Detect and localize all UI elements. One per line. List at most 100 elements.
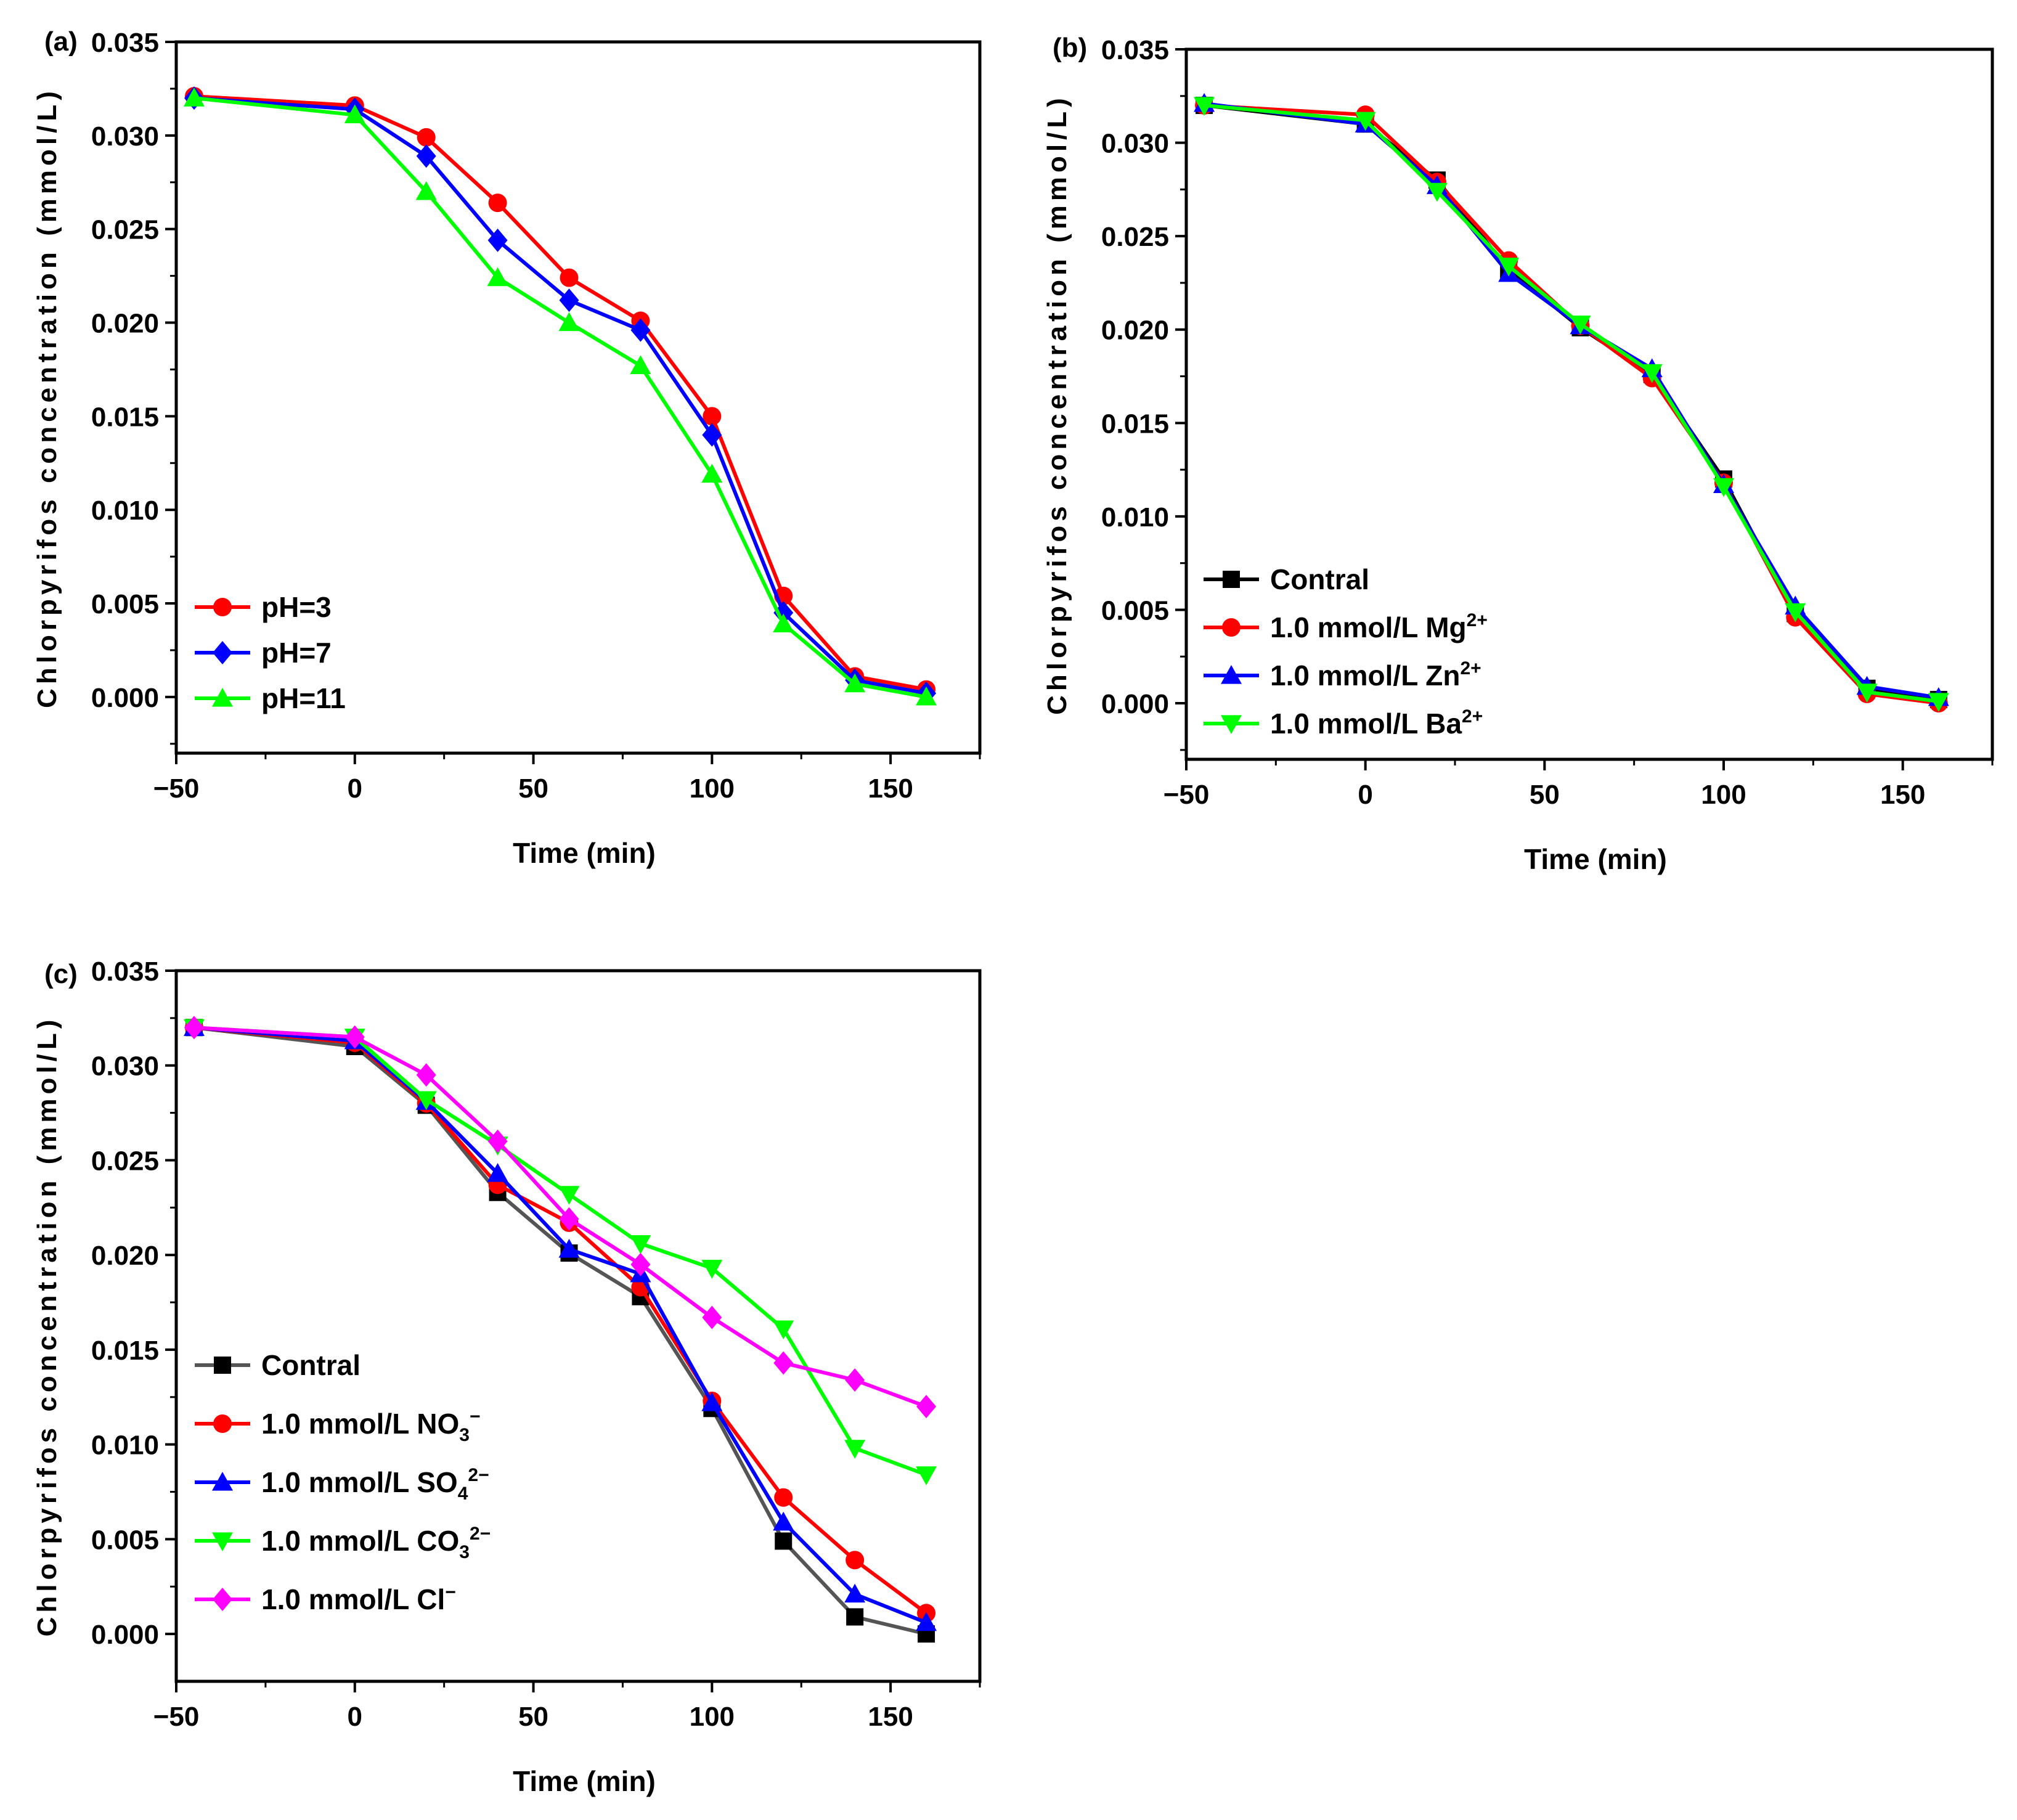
legend-label: 1.0 mmol/L NO3− [261, 1406, 480, 1445]
data-point [630, 1252, 651, 1276]
series-line [194, 96, 927, 695]
data-point [774, 1488, 793, 1507]
legend-marker [213, 1588, 232, 1611]
y-tick-label: 0.030 [1101, 129, 1169, 159]
data-point [1194, 97, 1215, 116]
series-line [1204, 103, 1939, 703]
data-point [773, 601, 794, 625]
data-point [1713, 478, 1734, 497]
x-tick-label: −50 [153, 1702, 200, 1732]
y-tick-label: 0.025 [91, 1146, 159, 1176]
y-tick-label: 0.015 [1101, 409, 1169, 439]
x-tick-label: −50 [153, 773, 200, 804]
legend-label: 1.0 mmol/L Zn2+ [1270, 658, 1481, 692]
x-tick-label: 0 [348, 1702, 362, 1732]
series-line [194, 94, 927, 692]
legend-marker [1221, 665, 1242, 684]
data-point [703, 407, 722, 426]
data-point [559, 1207, 579, 1231]
legend-marker [213, 641, 232, 664]
y-tick-label: 0.020 [91, 1241, 159, 1271]
legend-marker [213, 1414, 232, 1433]
legend-label: pH=3 [261, 591, 332, 623]
legend-label: pH=7 [261, 637, 332, 669]
x-axis-title: Time (min) [1524, 843, 1667, 875]
series-4 [1194, 97, 1949, 712]
data-point [487, 228, 508, 252]
y-tick-label: 0.010 [91, 1430, 159, 1461]
data-point [844, 1583, 866, 1603]
legend: pH=3 pH=7 pH=11 [195, 591, 346, 714]
plot-frame [174, 40, 982, 755]
y-axis-title: Chlorpyrifos concentration (mmol/L) [32, 1016, 62, 1637]
x-tick-label: 0 [1358, 780, 1372, 810]
y-tick-label: 0.020 [91, 309, 159, 339]
y-tick-label: 0.005 [91, 1525, 159, 1555]
legend-marker [212, 1532, 233, 1551]
data-point [1498, 258, 1520, 277]
data-point [630, 1235, 651, 1254]
data-point [416, 144, 436, 168]
data-point [487, 1162, 508, 1182]
data-point [184, 1016, 204, 1040]
data-point [558, 1186, 580, 1205]
data-point [488, 194, 507, 213]
legend-label: 1.0 mmol/L SO42− [261, 1465, 489, 1504]
x-tick-label: 100 [1701, 780, 1746, 810]
series-line [194, 1026, 927, 1625]
legend-marker [212, 1472, 233, 1491]
legend-marker [1223, 571, 1240, 588]
y-axis-title: Chlorpyrifos concentration (mmol/L) [32, 87, 62, 708]
legend: Contral 1.0 mmol/L NO3− 1.0 mmol/L SO42− 1.… [195, 1349, 491, 1615]
x-tick-label: −50 [1163, 780, 1210, 810]
data-point [344, 1025, 365, 1049]
chart-panel-a: (a) −50 0 50 100 150 0.000 0.005 0.010 0.015 0.020… [32, 27, 982, 869]
y-tick-label: 0.005 [91, 589, 159, 619]
series-line [1204, 101, 1939, 700]
series-line [194, 96, 927, 699]
legend-label: 1.0 mmol/L Mg2+ [1270, 610, 1488, 643]
panel-label: (b) [1053, 33, 1087, 63]
legend-marker [213, 598, 232, 616]
data-point [1570, 316, 1591, 335]
legend-marker [1221, 715, 1242, 734]
y-axis-title: Chlorpyrifos concentration (mmol/L) [1042, 94, 1072, 715]
data-point [702, 423, 722, 447]
data-point [559, 288, 579, 312]
series-line [1204, 103, 1939, 701]
data-point [630, 318, 651, 342]
y-tick-label: 0.030 [91, 1051, 159, 1082]
y-tick-label: 0.015 [91, 402, 159, 432]
plot-frame [174, 969, 982, 1683]
legend-label: 1.0 mmol/L CO32− [261, 1524, 491, 1562]
data-point [1856, 684, 1878, 703]
legend-label: 1.0 mmol/L Cl− [261, 1582, 456, 1615]
series-line [194, 1026, 927, 1408]
chart-panel-c: (c) −50 0 50 100 150 0.000 0.005 0.010 0.015 0.020… [32, 957, 982, 1797]
y-tick-label: 0.030 [91, 121, 159, 152]
y-tick-label: 0.010 [1101, 502, 1169, 533]
x-tick-label: 150 [1880, 780, 1925, 810]
data-point [701, 1392, 723, 1411]
plot-frame [1184, 47, 1994, 761]
y-tick-label: 0.000 [91, 1620, 159, 1650]
series-line [194, 1026, 927, 1636]
data-point [487, 267, 508, 287]
data-point [1785, 603, 1806, 622]
y-tick-label: 0.000 [1101, 689, 1169, 719]
data-point [558, 312, 580, 332]
data-point [916, 686, 937, 706]
data-point [415, 181, 437, 200]
y-tick-label: 0.020 [1101, 316, 1169, 346]
data-point [560, 268, 579, 287]
data-point [1641, 364, 1663, 383]
data-point [701, 463, 723, 483]
data-point [344, 104, 365, 124]
data-point [773, 1320, 794, 1340]
y-tick-label: 0.005 [1101, 595, 1169, 626]
series-line [194, 1026, 927, 1477]
data-point [916, 1395, 937, 1419]
legend: Contral 1.0 mmol/L Mg2+ 1.0 mmol/L Zn2+ 1.0… [1204, 563, 1488, 740]
legend-label: Contral [261, 1349, 361, 1381]
